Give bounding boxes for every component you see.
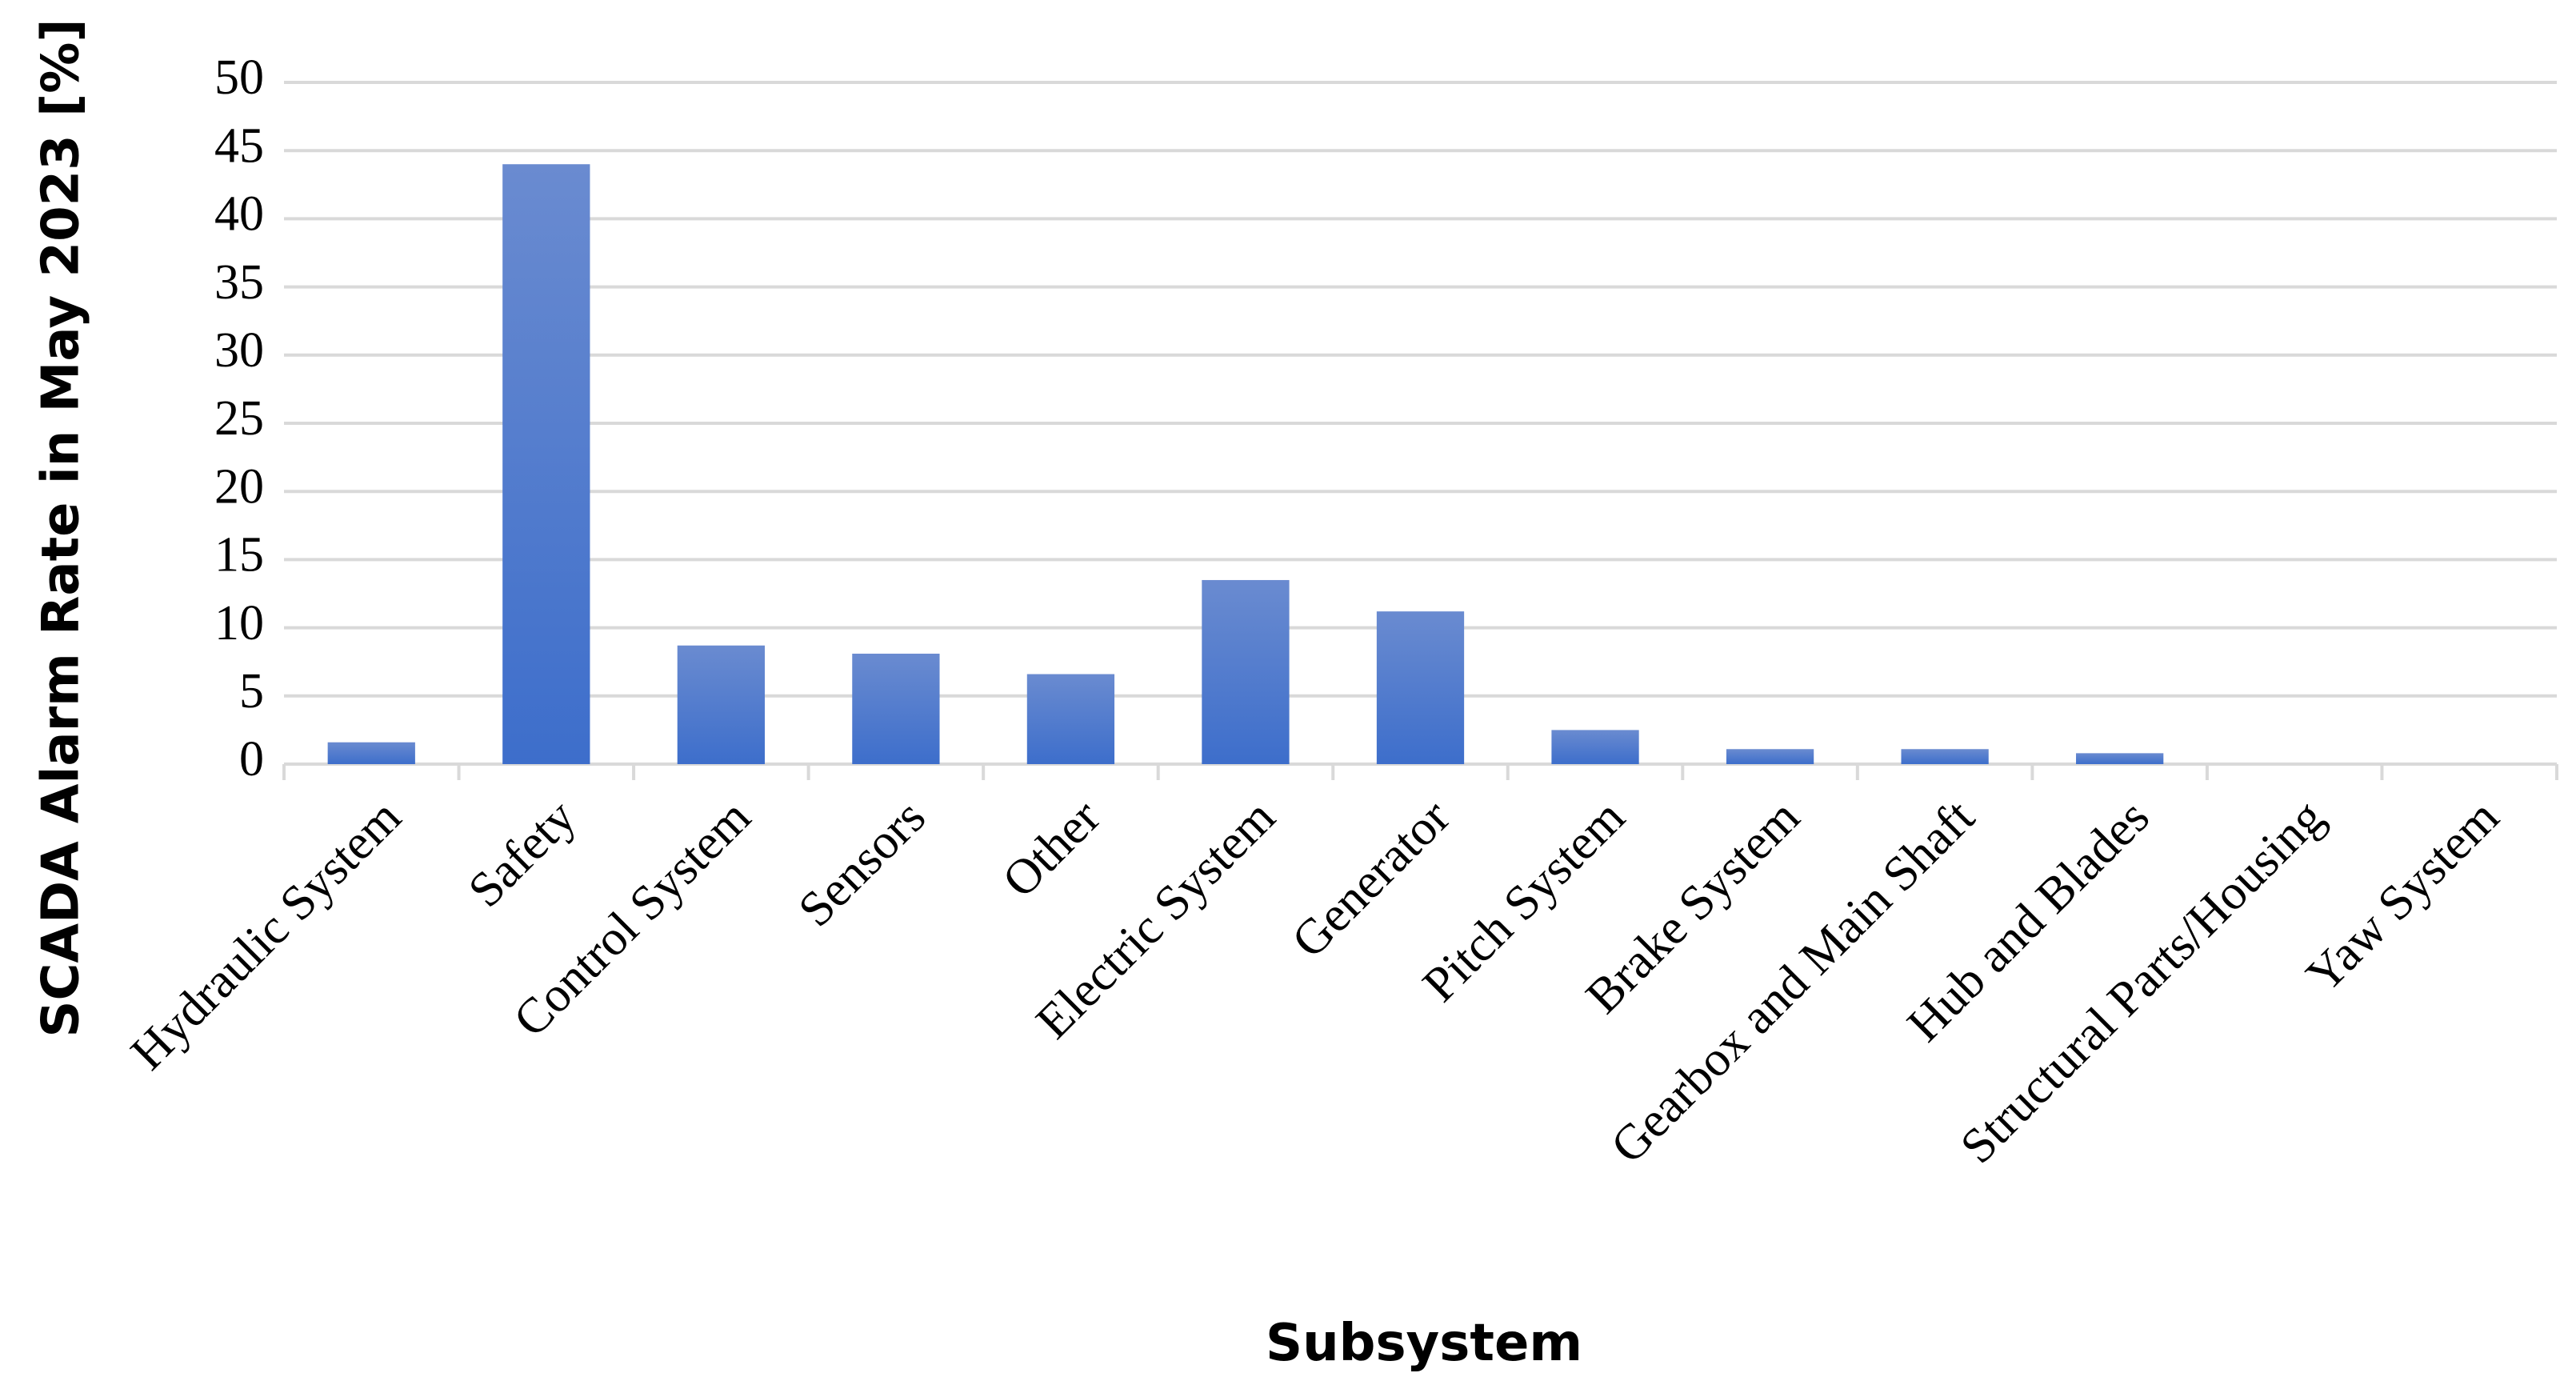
x-tick-label: Other: [992, 790, 1110, 908]
y-tick-label: 30: [214, 323, 264, 378]
bar: [1551, 730, 1639, 764]
y-axis-title: SCADA Alarm Rate in May 2023 [%]: [32, 18, 91, 1037]
x-tick-label: Generator: [1282, 790, 1461, 969]
y-tick-label: 15: [214, 528, 264, 582]
bar: [1901, 749, 1989, 764]
x-tick-label: Hydraulic System: [121, 790, 411, 1080]
y-tick-label: 5: [239, 664, 264, 719]
y-tick-label: 25: [214, 391, 264, 446]
x-tick-label: Yaw System: [2296, 790, 2510, 1003]
y-tick-label: 20: [214, 459, 264, 514]
y-tick-label: 35: [214, 255, 264, 310]
bar: [327, 742, 415, 764]
bar: [1202, 579, 1290, 764]
bar: [677, 645, 765, 764]
y-tick-label: 45: [214, 118, 264, 173]
bar: [502, 164, 590, 765]
bar: [1726, 749, 1814, 764]
bar: [1376, 611, 1465, 764]
bar: [2076, 753, 2164, 764]
x-tick-label: Sensors: [788, 790, 935, 937]
y-tick-label: 50: [214, 50, 264, 105]
y-tick-label: 10: [214, 596, 264, 650]
x-tick-label: Structural Parts/Housing: [1950, 790, 2334, 1174]
y-tick-label: 0: [239, 732, 264, 787]
x-axis-title: Subsystem: [1266, 1314, 1582, 1373]
y-tick-label: 40: [214, 187, 264, 242]
x-tick-label: Gearbox and Main Shaft: [1601, 790, 1985, 1174]
x-tick-label: Safety: [458, 790, 586, 918]
bar: [852, 653, 940, 764]
bar: [1026, 674, 1115, 764]
